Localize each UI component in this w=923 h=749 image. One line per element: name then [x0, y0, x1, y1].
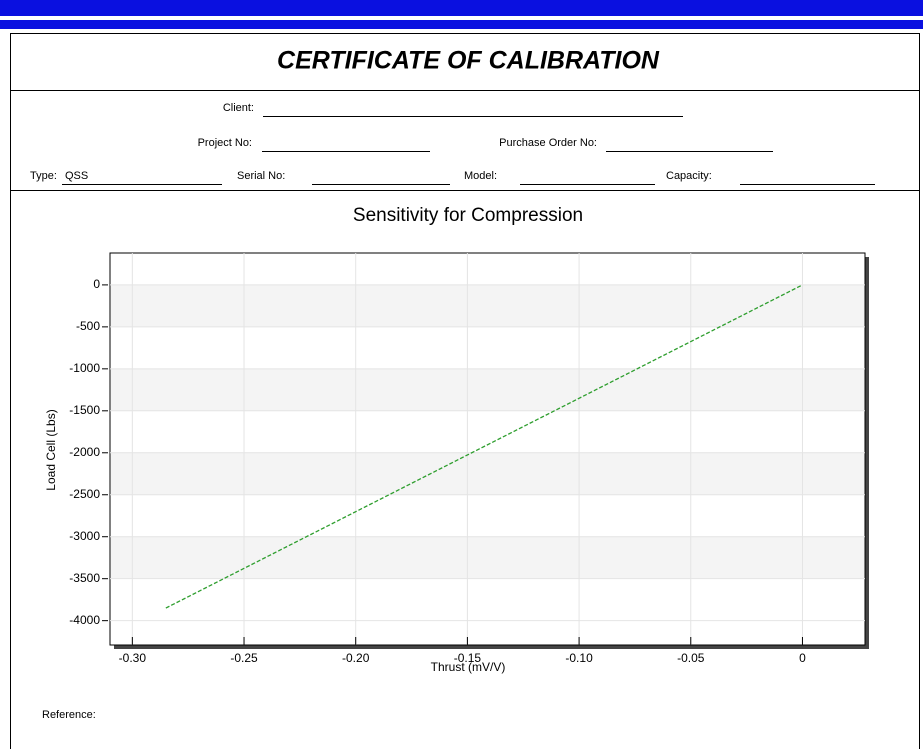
- x-tick-label: -0.25: [230, 651, 258, 665]
- y-tick-label: -1000: [69, 361, 100, 375]
- field-label: Purchase Order No:: [499, 137, 597, 149]
- grid-band: [111, 536, 864, 579]
- grid-band: [111, 368, 864, 411]
- grid-band: [111, 452, 864, 495]
- y-tick-label: -3500: [69, 571, 100, 585]
- frame: [10, 33, 920, 749]
- top-band: [0, 20, 923, 29]
- grid-band: [111, 284, 864, 327]
- x-axis-label: Thrust (mV/V): [431, 660, 506, 674]
- field-value: QSS: [65, 170, 88, 182]
- title: CERTIFICATE OF CALIBRATION: [277, 47, 660, 75]
- x-tick-label: -0.05: [677, 651, 705, 665]
- reference-label: Reference:: [42, 709, 96, 721]
- y-tick-label: 0: [93, 277, 100, 291]
- field-label: Capacity:: [666, 170, 712, 182]
- y-tick-label: -500: [76, 319, 100, 333]
- field-label: Type:: [30, 170, 57, 182]
- x-tick-label: -0.20: [342, 651, 370, 665]
- chart-title: Sensitivity for Compression: [353, 205, 583, 226]
- x-tick-label: 0: [799, 651, 806, 665]
- y-tick-label: -1500: [69, 403, 100, 417]
- field-label: Model:: [464, 170, 497, 182]
- y-tick-label: -2000: [69, 445, 100, 459]
- data-line: [165, 284, 803, 609]
- x-tick-label: -0.30: [119, 651, 147, 665]
- y-axis-label: Load Cell (Lbs): [44, 409, 58, 490]
- x-tick-label: -0.15: [454, 651, 482, 665]
- x-tick-label: -0.10: [565, 651, 593, 665]
- field-label: Project No:: [198, 137, 252, 149]
- y-tick-label: -2500: [69, 487, 100, 501]
- field-label: Client:: [223, 102, 254, 114]
- top-band: [0, 0, 923, 16]
- field-label: Serial No:: [237, 170, 285, 182]
- y-tick-label: -3000: [69, 529, 100, 543]
- y-tick-label: -4000: [69, 613, 100, 627]
